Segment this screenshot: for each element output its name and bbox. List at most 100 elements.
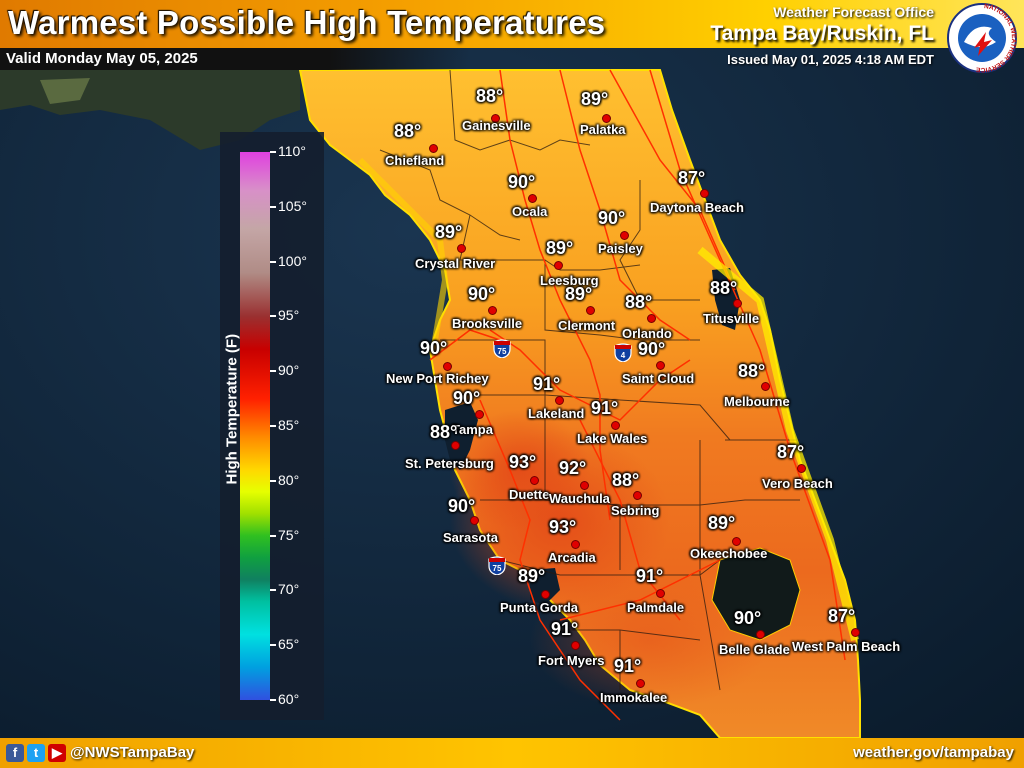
city-temperature: 91° [533, 374, 561, 394]
legend-tick [270, 260, 276, 263]
header-bar [0, 0, 1024, 48]
city-dot-icon[interactable] [491, 114, 500, 123]
issued-time: Issued May 01, 2025 4:18 AM EDT [727, 52, 934, 67]
legend-tick-label: 60° [278, 691, 300, 707]
legend-tick-label: 95° [278, 307, 300, 324]
facebook-icon[interactable]: f [6, 744, 24, 762]
city-temperature: 89° [708, 513, 736, 533]
city-dot-icon[interactable] [571, 540, 580, 549]
city-dot-icon[interactable] [647, 314, 656, 323]
city-dot-icon[interactable] [586, 306, 595, 315]
legend-title: High Temperature (F) [223, 333, 241, 485]
city-dot-icon[interactable] [457, 244, 466, 253]
city-dot-icon[interactable] [733, 299, 742, 308]
city-dot-icon[interactable] [530, 476, 539, 485]
city-name: Melbourne [724, 394, 790, 409]
city-dot-icon[interactable] [554, 261, 563, 270]
legend-tick-label: 80° [278, 471, 300, 488]
city-temperature: 90° [420, 338, 448, 358]
city-dot-icon[interactable] [470, 516, 479, 525]
city-dot-icon[interactable] [636, 679, 645, 688]
city-name: Crystal River [415, 256, 496, 271]
city-temperature: 90° [453, 388, 481, 408]
legend-tick-label: 75° [278, 526, 300, 543]
nws-logo-icon[interactable]: NATIONAL WEATHER SERVICE [946, 2, 1018, 74]
legend-tick [270, 534, 276, 537]
county-lines [379, 69, 800, 691]
city-name: West Palm Beach [792, 639, 901, 654]
social-icons: f t ▶ [6, 744, 66, 762]
city-name: Titusville [703, 311, 760, 326]
city-name: Tampa [452, 422, 493, 437]
city-dot-icon[interactable] [620, 231, 629, 240]
legend-tick-label: 85° [278, 417, 300, 433]
city-dot-icon[interactable] [571, 641, 580, 650]
legend-tick [270, 479, 276, 482]
city-dot-icon[interactable] [541, 590, 550, 599]
svg-text:75: 75 [493, 564, 502, 573]
city-name: Clermont [558, 318, 616, 333]
website-link[interactable]: weather.gov/tampabay [853, 744, 1014, 761]
city-dot-icon[interactable] [656, 361, 665, 370]
youtube-icon[interactable]: ▶ [48, 744, 66, 762]
office-line: Weather Forecast Office [773, 4, 934, 20]
legend-tick [270, 644, 276, 647]
city-temperature: 92° [559, 458, 587, 478]
city-dot-icon[interactable] [555, 396, 564, 405]
city-dot-icon[interactable] [580, 481, 589, 490]
legend-tick-label: 110° [278, 143, 306, 159]
legend-tick [270, 151, 276, 153]
interstate-shield-icon: 4 [614, 343, 632, 362]
city-temperature: 90° [638, 339, 666, 359]
city-name: Okeechobee [690, 546, 768, 561]
legend-tick [270, 370, 276, 373]
valid-date: Valid Monday May 05, 2025 [6, 50, 198, 67]
city-dot-icon[interactable] [475, 410, 484, 419]
city-dot-icon[interactable] [851, 628, 860, 637]
legend-tick-label: 70° [278, 581, 300, 598]
city-dot-icon[interactable] [656, 589, 665, 598]
city-dot-icon[interactable] [602, 114, 611, 123]
city-temperature: 88° [476, 86, 504, 106]
city-dot-icon[interactable] [528, 194, 537, 203]
city-name: Wauchula [549, 491, 610, 506]
city-temperature: 91° [551, 619, 579, 639]
city-temperature: 90° [734, 608, 762, 628]
highways [429, 69, 846, 721]
city-dot-icon[interactable] [429, 144, 438, 153]
city-dot-icon[interactable] [611, 421, 620, 430]
city-dot-icon[interactable] [451, 441, 460, 450]
legend-tick [270, 315, 276, 318]
city-temperature: 88° [612, 470, 640, 490]
city-name: Chiefland [385, 153, 445, 168]
social-handle[interactable]: @NWSTampaBay [70, 744, 195, 761]
city-dot-icon[interactable] [488, 306, 497, 315]
svg-text:4: 4 [621, 351, 626, 360]
city-name: Lakeland [528, 406, 585, 421]
city-dot-icon[interactable] [797, 464, 806, 473]
city-name: Vero Beach [762, 476, 833, 491]
interstate-shield-icon: 75 [488, 556, 506, 575]
twitter-icon[interactable]: t [27, 744, 45, 762]
city-temperature: 89° [581, 89, 609, 109]
lake-okeechobee [711, 547, 801, 641]
city-name: Ocala [512, 204, 548, 219]
city-temperature: 87° [678, 168, 706, 188]
city-dot-icon[interactable] [732, 537, 741, 546]
color-legend: High Temperature (F) 110° 105° 100° 95° 90° 8… [220, 132, 324, 720]
city-name: Immokalee [600, 690, 668, 705]
city-dot-icon[interactable] [761, 382, 770, 391]
city-dot-icon[interactable] [756, 630, 765, 639]
city-temperature: 91° [591, 398, 619, 418]
legend-tick-label: 100° [278, 252, 307, 269]
city-dot-icon[interactable] [443, 362, 452, 371]
city-name: Brooksville [452, 316, 523, 331]
city-dot-icon[interactable] [633, 491, 642, 500]
legend-tick [270, 425, 276, 427]
valid-date-bar: Valid Monday May 05, 2025 [0, 48, 470, 70]
city-temperature: 88° [430, 422, 458, 442]
city-name: Leesburg [540, 273, 599, 288]
city-dot-icon[interactable] [700, 189, 709, 198]
legend-tick-label: 65° [278, 636, 300, 653]
